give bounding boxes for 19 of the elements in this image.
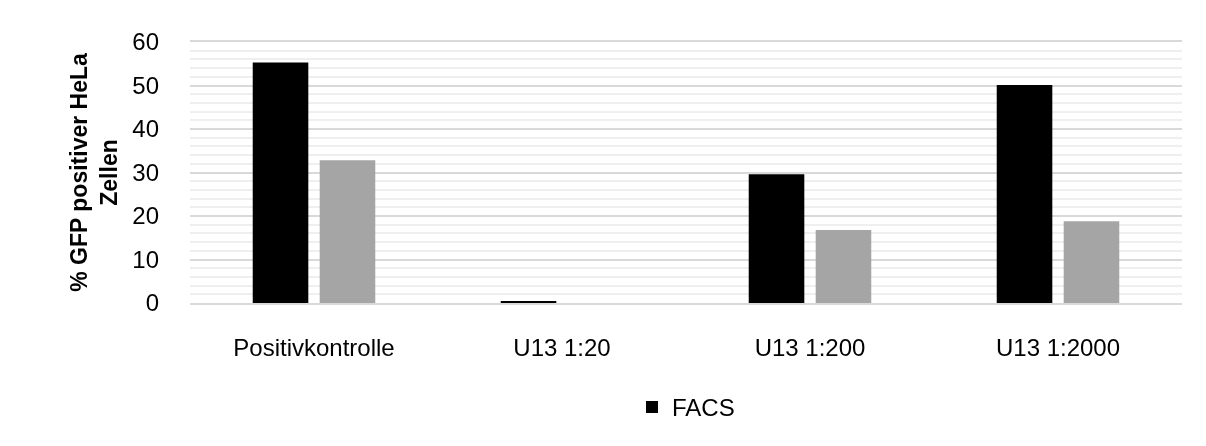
x-tick-label: Positivkontrolle: [233, 333, 395, 361]
y-tick-label: 60: [132, 28, 159, 56]
x-tick-label: U13 1:2000: [995, 333, 1121, 361]
y-tick-label: 20: [132, 202, 159, 230]
legend-label: FACS: [672, 394, 735, 422]
bar: [252, 62, 309, 303]
bar: [996, 85, 1053, 303]
x-tick-label: U13 1:200: [754, 333, 866, 361]
bar: [748, 174, 805, 303]
bar: [1063, 221, 1120, 303]
bar: [319, 160, 376, 303]
bar: [815, 229, 872, 303]
y-axis-title: % GFP positiver HeLa Zellen: [65, 53, 122, 292]
y-tick-label: 50: [132, 71, 159, 99]
y-tick-label: 40: [132, 115, 159, 143]
x-tick-label: U13 1:20: [513, 333, 611, 361]
y-tick-label: 30: [132, 158, 159, 186]
y-tick-label: 0: [145, 289, 159, 317]
y-tick-label: 10: [132, 245, 159, 273]
